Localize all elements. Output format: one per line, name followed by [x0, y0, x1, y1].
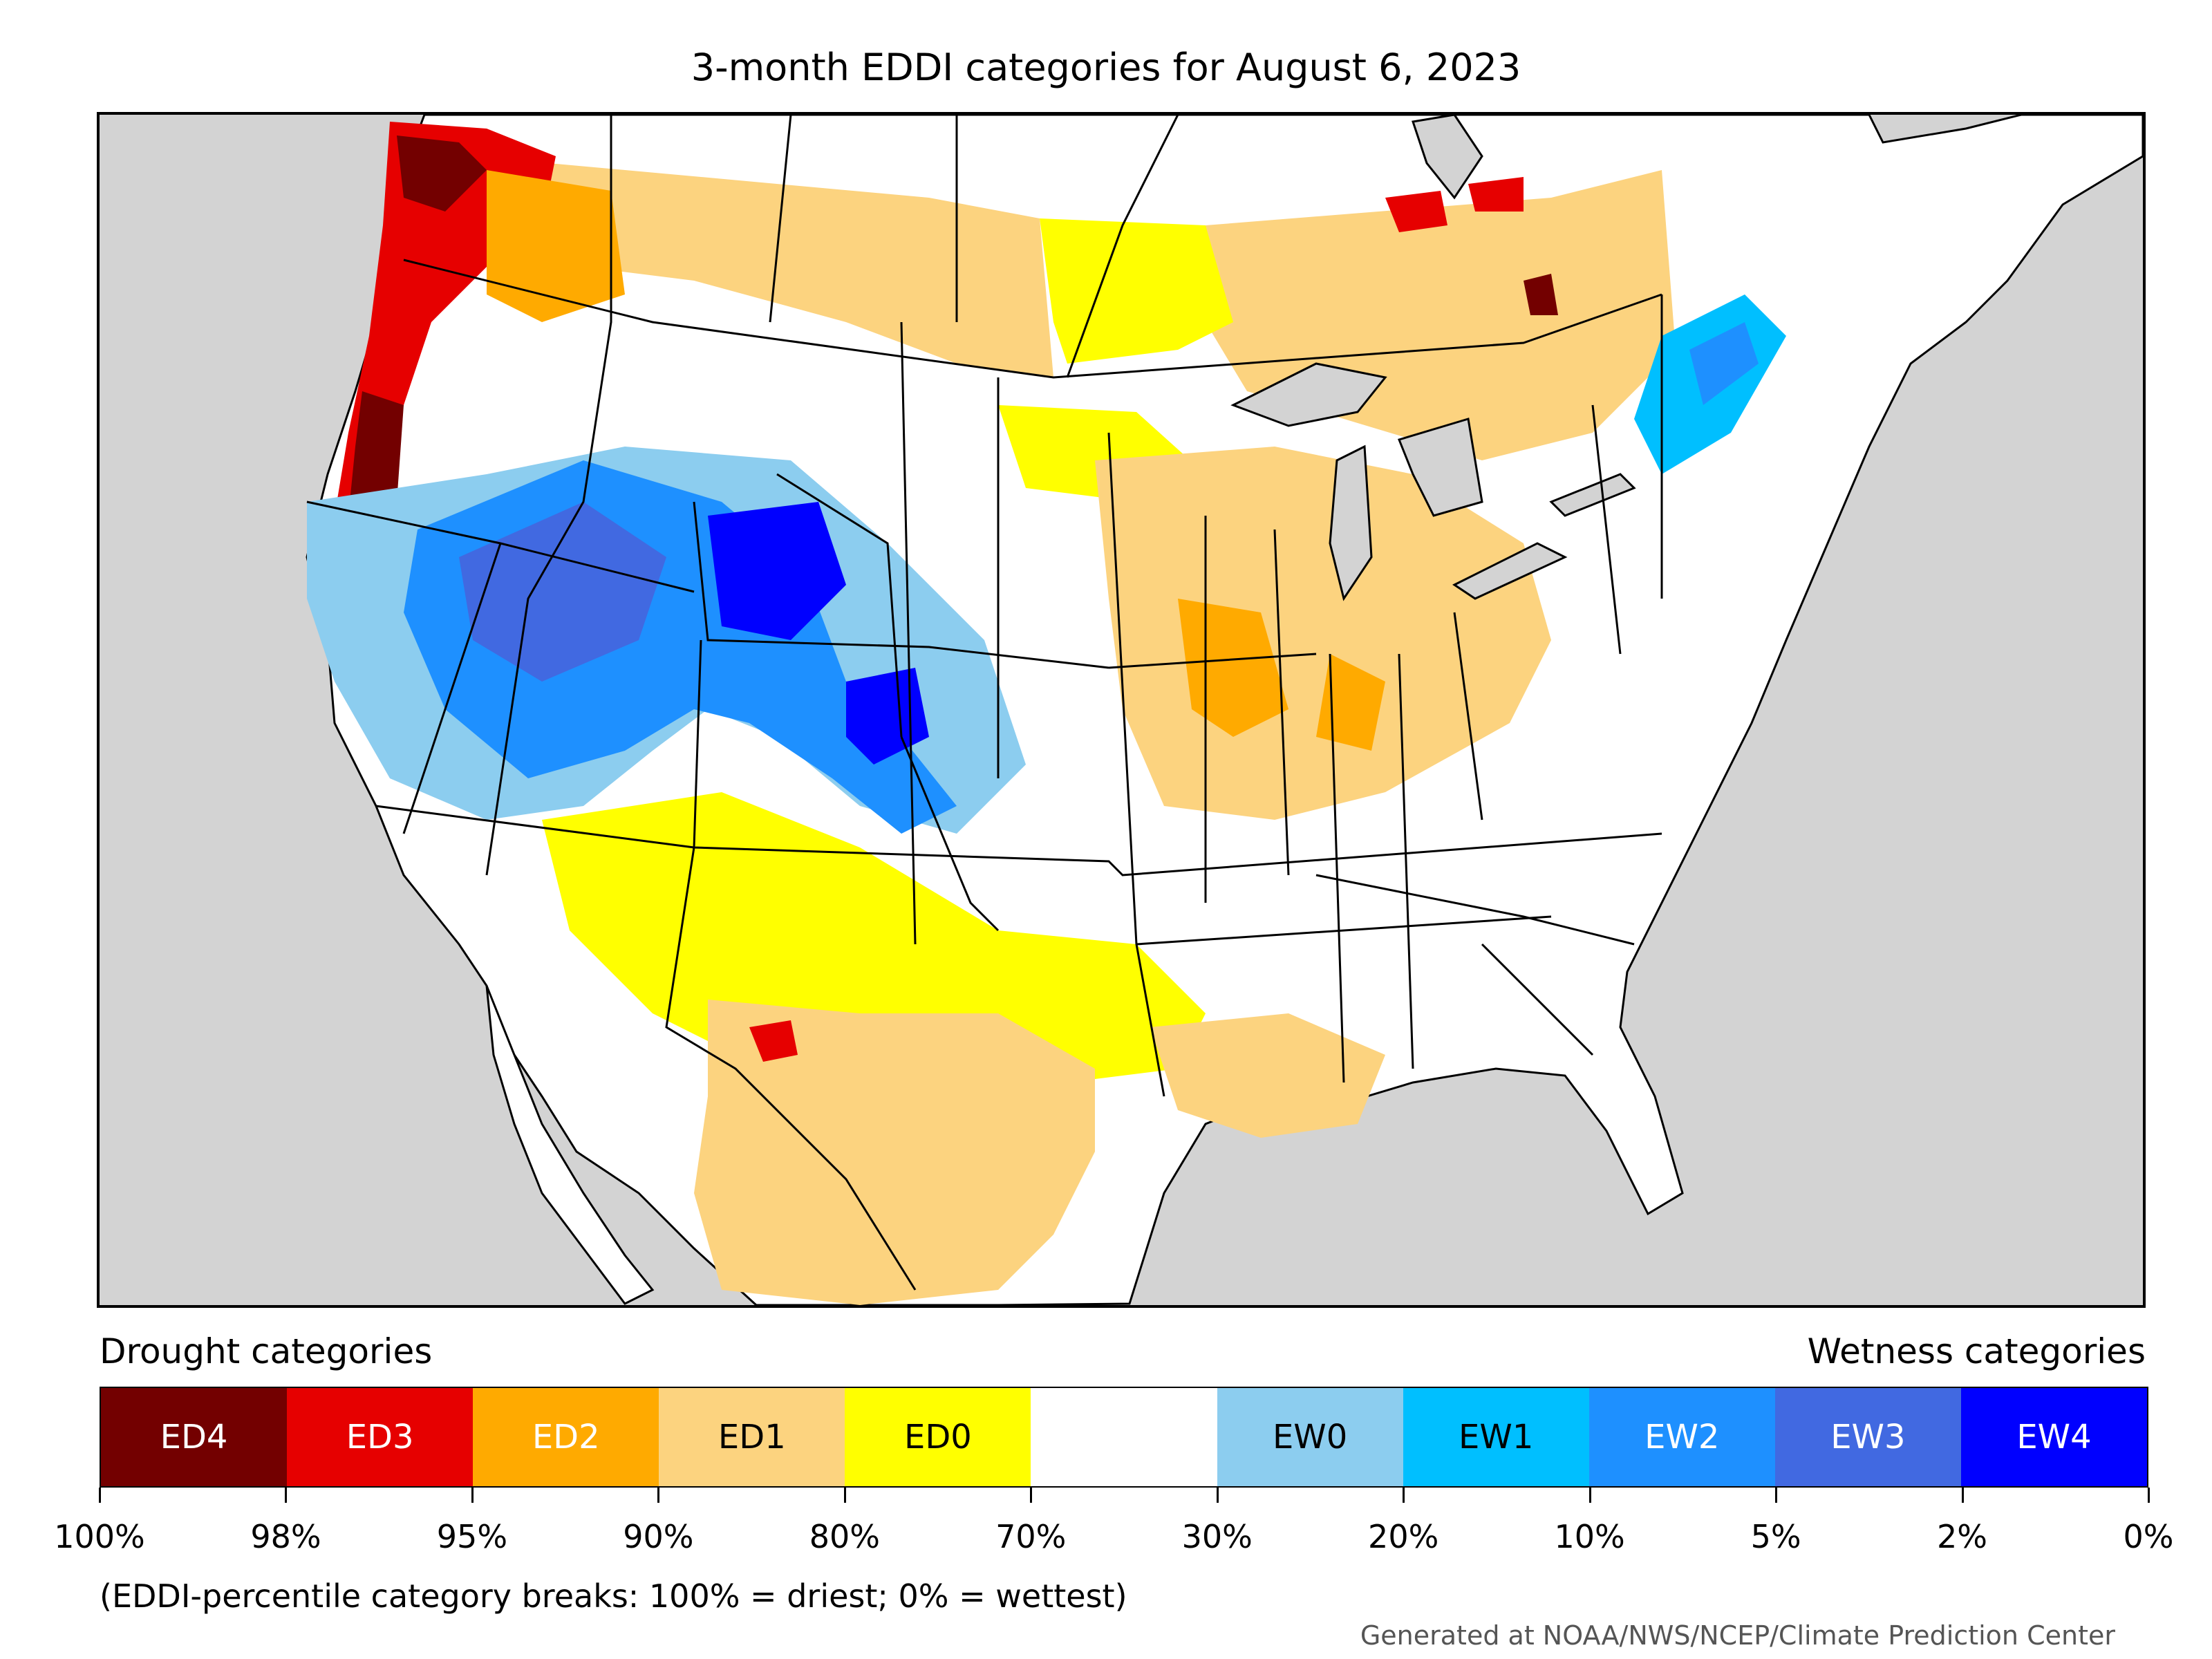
legend-tick: [1588, 1488, 1591, 1503]
credit-line: Generated at NOAA/NWS/NCEP/Climate Predi…: [1360, 1620, 2115, 1651]
category-neutral: [1031, 1388, 1217, 1486]
legend-tick-label: 0%: [2123, 1518, 2174, 1555]
drought-heading: Drought categories: [100, 1331, 433, 1371]
category-ew1: EW1: [1403, 1388, 1589, 1486]
category-shading: [307, 122, 1786, 1305]
legend-tick: [99, 1488, 101, 1503]
legend-tick: [1961, 1488, 1964, 1503]
category-ed0: ED0: [845, 1388, 1031, 1486]
map-title: 3-month EDDI categories for August 6, 20…: [691, 46, 1521, 89]
legend-tick-label: 2%: [1937, 1518, 1988, 1555]
legend-tick-label: 70%: [995, 1518, 1067, 1555]
legend-tick-label: 90%: [623, 1518, 694, 1555]
category-ed2: ED2: [473, 1388, 659, 1486]
legend-tick: [657, 1488, 660, 1503]
legend-tick: [1216, 1488, 1219, 1503]
baja-land: [485, 985, 655, 1305]
legend-tick-label: 5%: [1750, 1518, 1801, 1555]
legend-tick-label: 100%: [54, 1518, 145, 1555]
category-ed1: ED1: [659, 1388, 845, 1486]
legend-tick: [285, 1488, 288, 1503]
legend-tick: [1030, 1488, 1033, 1503]
legend-tick: [471, 1488, 474, 1503]
map-canvas: [100, 115, 2143, 1305]
legend-tick-label: 80%: [809, 1518, 880, 1555]
category-ed4: ED4: [101, 1388, 288, 1486]
category-ed3: ED3: [287, 1388, 474, 1486]
category-ew3: EW3: [1774, 1388, 1961, 1486]
eddi-map: [97, 112, 2146, 1308]
legend-tick-label: 95%: [436, 1518, 508, 1555]
political-boundaries: [306, 115, 1663, 1291]
legend-ticks: [99, 1488, 2150, 1503]
category-note: (EDDI-percentile category breaks: 100% =…: [100, 1577, 1127, 1615]
legend-tick-label: 20%: [1368, 1518, 1439, 1555]
category-ew0: EW0: [1217, 1388, 1403, 1486]
legend-tick: [1775, 1488, 1778, 1503]
category-ew4: EW4: [1960, 1388, 2148, 1486]
legend-tick-label: 30%: [1181, 1518, 1253, 1555]
legend-tick: [843, 1488, 846, 1503]
wetness-heading: Wetness categories: [1807, 1331, 2146, 1371]
color-legend-bar: ED4 ED3 ED2 ED1 ED0 EW0 EW1 EW2 EW3 EW4: [100, 1387, 2148, 1488]
great-lakes: [1230, 115, 1636, 601]
legend-tick-label: 10%: [1554, 1518, 1625, 1555]
legend-tick: [2148, 1488, 2150, 1503]
legend-tick-label: 98%: [250, 1518, 321, 1555]
legend-tick: [1403, 1488, 1405, 1503]
category-ew2: EW2: [1588, 1388, 1775, 1486]
